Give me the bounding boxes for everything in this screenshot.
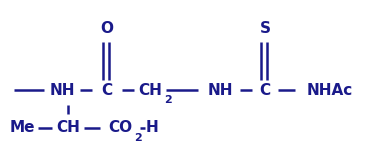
Text: NH: NH (49, 82, 75, 98)
Text: 2: 2 (134, 133, 142, 143)
Text: CO: CO (108, 120, 132, 136)
Text: CH: CH (138, 82, 162, 98)
Text: 2: 2 (164, 95, 172, 105)
Text: H: H (145, 120, 158, 136)
Text: C: C (260, 82, 271, 98)
Text: NH: NH (207, 82, 233, 98)
Text: NHAc: NHAc (307, 82, 353, 98)
Text: O: O (100, 20, 113, 35)
Text: CH: CH (56, 120, 80, 136)
Text: C: C (101, 82, 113, 98)
Text: S: S (260, 20, 271, 35)
Text: Me: Me (9, 120, 35, 136)
